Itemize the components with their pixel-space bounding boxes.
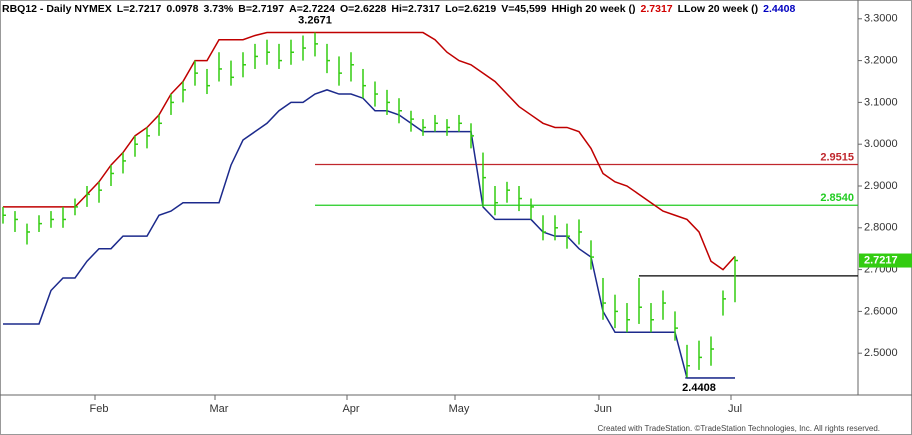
header-item: L=2.7217 [117,3,162,15]
y-tick-label: 3.3000 [864,13,898,25]
y-tick-label: 2.9000 [864,180,898,192]
x-tick-label: Mar [210,403,229,415]
channel-line [3,31,736,271]
x-tick-label: Apr [342,403,359,415]
header-item: 3.73% [204,3,234,15]
channel-line [3,89,735,379]
level-label: 2.9515 [820,151,854,163]
x-tick-label: Jun [594,403,612,415]
header-item: 0.0978 [166,3,198,15]
header-item: 2.4408 [763,3,795,15]
y-tick-label: 2.8000 [864,222,898,234]
header-item: Lo=2.6219 [445,3,496,15]
header-item: A=2.7224 [289,3,335,15]
low-annotation: 2.4408 [682,382,716,394]
header-item: 2.7317 [641,3,673,15]
x-tick-label: May [449,403,470,415]
high-annotation: 3.2671 [298,14,332,26]
level-label: 2.8540 [820,192,854,204]
header-item: V=45,599 [501,3,546,15]
header-item: O=2.6228 [340,3,387,15]
header-item: Hi=2.7317 [391,3,440,15]
x-tick-label: Jul [728,403,742,415]
y-tick-label: 3.0000 [864,138,898,150]
x-tick-label: Feb [90,403,109,415]
last-price-label: 2.7217 [864,254,898,266]
header-item: B=2.7197 [238,3,284,15]
y-tick-label: 3.2000 [864,55,898,67]
y-tick-label: 2.6000 [864,305,898,317]
footer: Created with TradeStation. ©TradeStation… [598,424,881,433]
header-item: RBQ12 - Daily NYMEX [2,3,112,15]
header-item: LLow 20 week () [678,3,759,15]
y-tick-label: 3.1000 [864,96,898,108]
header-item: HHigh 20 week () [551,3,635,15]
header: RBQ12 - Daily NYMEX L=2.7217 0.0978 3.73% B=… [2,3,795,15]
last-price-box [859,253,912,268]
y-tick-label: 2.5000 [864,347,898,359]
